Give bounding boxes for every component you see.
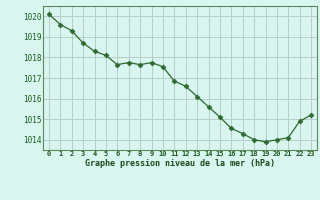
X-axis label: Graphe pression niveau de la mer (hPa): Graphe pression niveau de la mer (hPa) [85,159,275,168]
